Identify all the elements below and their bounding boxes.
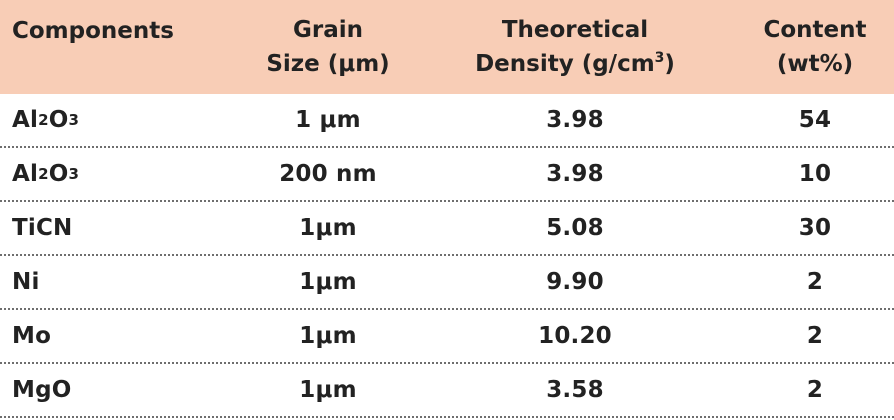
header-grain-size-line2: Size (μm) — [266, 51, 390, 77]
cell-density: 3.98 — [546, 107, 604, 133]
table-row: Al 2 O 3 200 nm 3.98 10 — [0, 148, 894, 202]
cell-density: 10.20 — [538, 323, 612, 349]
header-grain-size-line1: Grain — [293, 17, 363, 43]
cell-density: 3.58 — [546, 377, 604, 403]
cell-grain-size: 1μm — [299, 323, 357, 349]
cell-component: MgO — [12, 377, 72, 403]
table-row: Al 2 O 3 1 μm 3.98 54 — [0, 94, 894, 148]
header-content-line1: Content — [763, 17, 867, 43]
header-content-line2: (wt%) — [776, 51, 854, 77]
cell-grain-size: 1μm — [299, 215, 357, 241]
cell-density: 3.98 — [546, 161, 604, 187]
cell-component: Al 2 O 3 — [12, 107, 80, 133]
cell-grain-size: 1μm — [299, 269, 357, 295]
cell-grain-size: 200 nm — [279, 161, 377, 187]
header-components-label: Components — [12, 18, 174, 44]
table-row: Ni 1μm 9.90 2 — [0, 256, 894, 310]
table-row: Mo 1μm 10.20 2 — [0, 310, 894, 364]
header-content: Content (wt%) — [740, 0, 890, 94]
cell-content: 54 — [798, 107, 832, 133]
cell-density: 5.08 — [546, 215, 604, 241]
header-components: Components — [12, 0, 232, 94]
header-density-line2: Density (g/cm3) — [475, 47, 675, 81]
header-grain-size: Grain Size (μm) — [235, 0, 421, 94]
table-row: MgO 1μm 3.58 2 — [0, 364, 894, 418]
cell-content: 30 — [798, 215, 832, 241]
formula-part: Al — [12, 107, 39, 133]
header-density-exponent: 3 — [654, 50, 665, 66]
cell-grain-size: 1μm — [299, 377, 357, 403]
cell-content: 10 — [798, 161, 832, 187]
table-row: TiCN 1μm 5.08 30 — [0, 202, 894, 256]
header-density-line1: Theoretical — [501, 17, 649, 43]
header-density: Theoretical Density (g/cm3) — [463, 0, 687, 94]
formula-part: Al — [12, 161, 39, 187]
cell-component: Al 2 O 3 — [12, 161, 80, 187]
formula-part: O — [48, 161, 69, 187]
cell-component: TiCN — [12, 215, 73, 241]
header-density-close: ) — [664, 51, 675, 77]
cell-content: 2 — [806, 323, 824, 349]
cell-component: Mo — [12, 323, 52, 349]
formula-part: O — [48, 107, 69, 133]
cell-grain-size: 1 μm — [295, 107, 361, 133]
cell-content: 2 — [806, 269, 824, 295]
cell-density: 9.90 — [546, 269, 604, 295]
header-density-unit: Density (g/cm — [475, 51, 655, 77]
table-header: Components Grain Size (μm) Theoretical D… — [0, 0, 894, 94]
cell-content: 2 — [806, 377, 824, 403]
cell-component: Ni — [12, 269, 40, 295]
